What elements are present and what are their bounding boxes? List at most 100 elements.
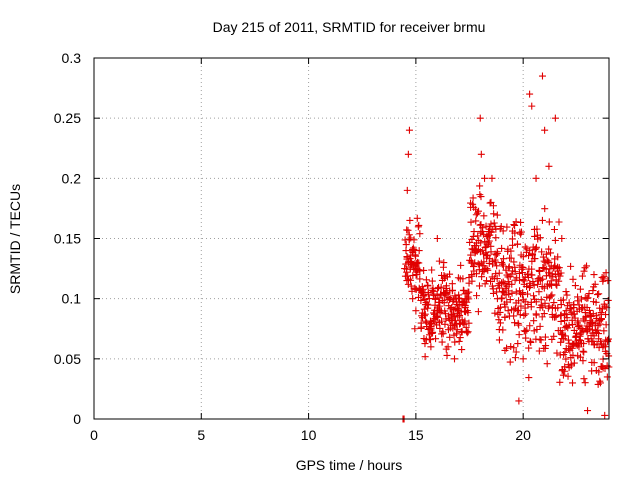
data-point — [503, 344, 511, 352]
data-point — [536, 234, 544, 242]
data-point — [543, 360, 551, 368]
data-point — [510, 344, 518, 352]
data-point — [457, 261, 465, 269]
data-point — [521, 327, 529, 335]
data-point — [476, 282, 484, 290]
data-point — [465, 295, 473, 303]
data-point — [594, 291, 602, 299]
data-point — [424, 304, 432, 312]
data-point — [489, 202, 497, 210]
data-point — [432, 295, 440, 303]
data-point — [488, 174, 496, 182]
data-point — [512, 218, 520, 226]
data-point — [591, 280, 599, 288]
data-point — [413, 214, 421, 222]
data-point — [495, 269, 503, 277]
data-point — [589, 337, 597, 345]
data-point — [552, 313, 560, 321]
data-point — [493, 211, 501, 219]
data-point — [427, 336, 435, 344]
data-point — [511, 229, 519, 237]
data-point — [557, 317, 565, 325]
data-point — [420, 266, 428, 274]
data-point — [550, 226, 558, 234]
data-point — [498, 279, 506, 287]
data-point — [442, 345, 450, 353]
data-point — [435, 257, 443, 265]
data-point — [407, 276, 415, 284]
data-point — [518, 228, 526, 236]
data-point — [596, 377, 604, 385]
data-point — [517, 218, 525, 226]
data-point — [526, 322, 534, 330]
data-point — [537, 336, 545, 344]
data-point — [589, 287, 597, 295]
data-point — [561, 332, 569, 340]
data-point — [595, 290, 603, 298]
data-point — [510, 312, 518, 320]
data-point — [516, 276, 524, 284]
data-point — [586, 325, 594, 333]
data-point — [516, 311, 524, 319]
data-point — [482, 222, 490, 230]
data-point — [472, 217, 480, 225]
data-point — [409, 295, 417, 303]
data-point — [512, 348, 520, 356]
data-point — [503, 298, 511, 306]
data-point — [515, 397, 523, 405]
data-point — [576, 285, 584, 293]
data-point — [501, 303, 509, 311]
data-point — [463, 329, 471, 337]
data-point — [554, 253, 562, 261]
data-point — [415, 266, 423, 274]
data-point — [525, 252, 533, 260]
data-point — [456, 334, 464, 342]
data-point — [547, 249, 555, 257]
data-point — [412, 285, 420, 293]
data-point — [558, 235, 566, 242]
y-tick-label: 0.2 — [62, 170, 82, 186]
data-point — [594, 380, 602, 388]
data-point — [541, 333, 549, 341]
data-point — [538, 216, 546, 224]
data-point — [517, 302, 525, 310]
data-point — [407, 282, 415, 290]
data-point — [595, 368, 603, 376]
data-point — [599, 275, 607, 283]
data-point — [436, 308, 444, 316]
data-point — [525, 374, 533, 382]
data-point — [428, 266, 436, 274]
data-point — [448, 280, 456, 288]
data-point — [416, 275, 424, 283]
data-point — [421, 340, 429, 348]
data-point — [404, 226, 412, 234]
data-point — [569, 275, 577, 283]
data-point — [545, 218, 553, 226]
data-point — [536, 322, 544, 330]
data-point — [520, 311, 528, 319]
data-point — [512, 288, 520, 296]
data-point — [477, 221, 485, 229]
x-axis-label: GPS time / hours — [296, 457, 403, 473]
data-point — [514, 306, 522, 314]
data-point — [510, 258, 518, 266]
data-point — [547, 292, 555, 300]
data-point — [459, 275, 467, 283]
data-points — [399, 72, 613, 423]
data-point — [415, 259, 423, 267]
data-point — [533, 326, 541, 334]
data-point — [525, 344, 533, 352]
data-point — [590, 271, 598, 279]
data-point — [433, 321, 441, 329]
data-point — [602, 321, 610, 329]
data-point — [498, 294, 506, 302]
data-point — [580, 267, 588, 275]
data-point — [473, 270, 481, 278]
data-point — [532, 298, 540, 306]
data-point — [409, 244, 417, 252]
data-point — [424, 301, 432, 309]
data-point — [526, 282, 534, 290]
data-point — [501, 313, 509, 321]
